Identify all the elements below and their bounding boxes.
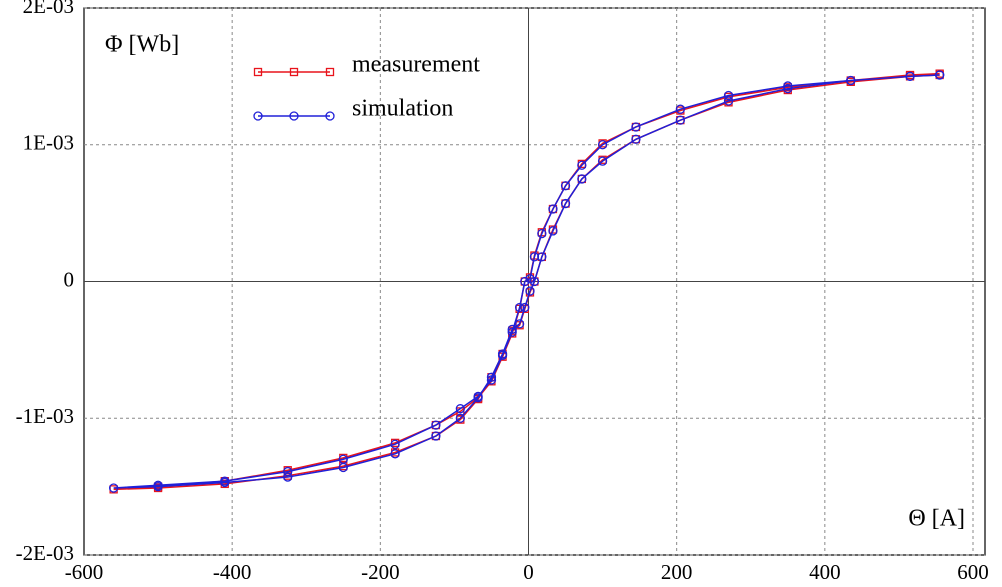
- y-tick-label: -2E-03: [16, 541, 74, 565]
- marker: [783, 81, 793, 91]
- marker: [548, 204, 558, 214]
- marker: [431, 431, 441, 441]
- marker: [560, 198, 571, 209]
- y-tick-label: 1E-03: [23, 131, 74, 155]
- marker: [390, 449, 400, 459]
- x-tick-label: 400: [809, 560, 841, 584]
- marker: [283, 472, 293, 482]
- y-axis-label: Φ [Wb]: [105, 32, 179, 58]
- marker: [577, 160, 587, 170]
- legend-marker: [289, 111, 299, 121]
- y-tick-label: 0: [64, 267, 75, 291]
- marker: [560, 181, 571, 191]
- marker: [675, 115, 686, 125]
- marker: [537, 252, 547, 262]
- marker: [723, 90, 734, 101]
- x-tick-label: 200: [661, 560, 693, 584]
- marker: [525, 286, 535, 296]
- legend-label: measurement: [352, 52, 480, 78]
- marker: [723, 96, 734, 106]
- marker: [283, 466, 293, 477]
- series-line: [113, 74, 940, 489]
- marker: [675, 104, 686, 114]
- marker: [153, 481, 163, 492]
- marker: [431, 420, 441, 430]
- legend-marker: [253, 111, 263, 121]
- marker: [577, 174, 587, 184]
- marker: [520, 302, 530, 313]
- marker: [631, 134, 641, 144]
- marker: [220, 477, 230, 488]
- marker: [631, 122, 641, 132]
- marker: [486, 372, 497, 382]
- marker: [548, 226, 558, 236]
- marker: [507, 327, 517, 337]
- marker: [783, 84, 793, 94]
- x-tick-label: -600: [65, 560, 104, 584]
- y-tick-label: 2E-03: [23, 0, 74, 18]
- marker: [507, 324, 517, 335]
- marker: [514, 319, 525, 329]
- legend-marker: [325, 67, 335, 77]
- marker: [520, 276, 530, 287]
- y-tick-label: -1E-03: [16, 404, 74, 428]
- marker: [537, 228, 547, 239]
- legend-marker: [253, 67, 263, 77]
- marker: [390, 439, 400, 449]
- legend-marker: [325, 111, 335, 121]
- legend-marker: [289, 67, 299, 77]
- marker: [486, 375, 497, 385]
- marker: [597, 140, 608, 150]
- marker: [455, 404, 465, 414]
- marker: [455, 413, 465, 423]
- marker: [905, 71, 915, 82]
- marker: [935, 70, 945, 80]
- marker: [514, 302, 525, 313]
- marker: [497, 349, 508, 359]
- x-axis-label: Θ [A]: [908, 506, 965, 532]
- x-tick-label: 600: [957, 560, 989, 584]
- marker: [108, 483, 119, 493]
- x-tick-label: -400: [213, 560, 252, 584]
- marker: [846, 75, 856, 86]
- x-tick-label: 0: [523, 560, 534, 584]
- marker: [597, 156, 608, 166]
- marker: [529, 276, 540, 287]
- legend-label: simulation: [352, 96, 453, 122]
- marker: [338, 462, 348, 473]
- x-tick-label: -200: [361, 560, 400, 584]
- marker: [473, 393, 483, 403]
